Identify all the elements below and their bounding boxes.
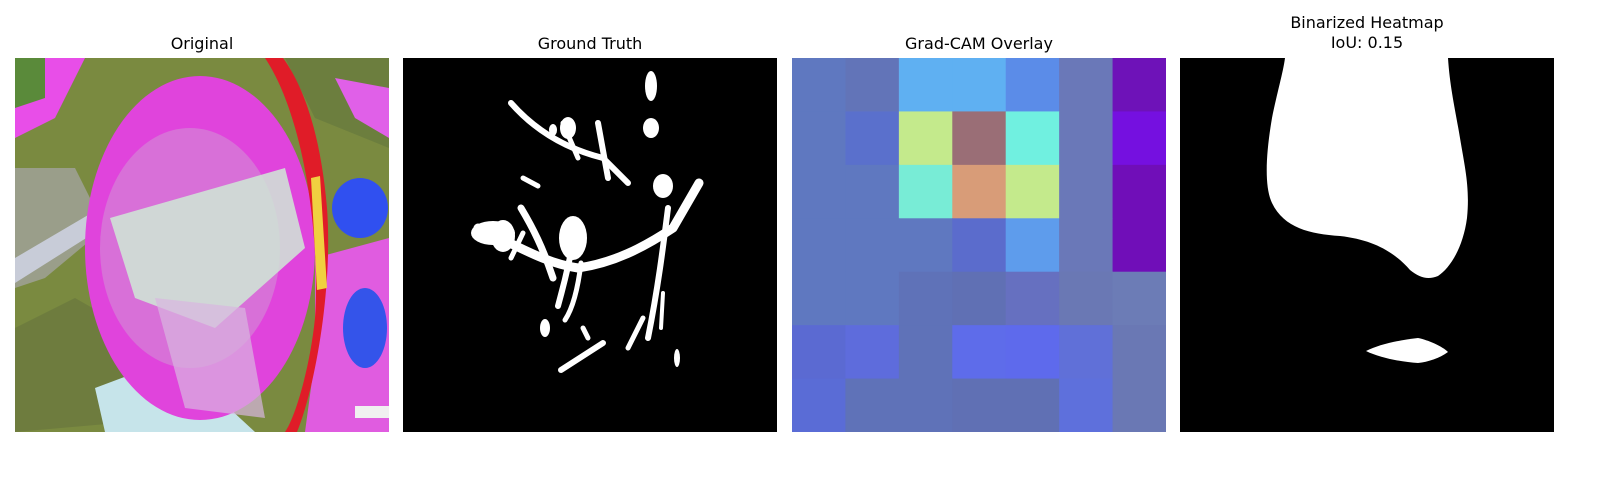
heatmap-cell xyxy=(898,164,953,219)
heatmap-cell xyxy=(898,271,953,326)
heatmap-cell xyxy=(792,271,846,326)
heatmap-cell xyxy=(845,218,900,273)
heatmap-cell xyxy=(952,58,1007,112)
panel-title-binarized-heatmap: Binarized Heatmap IoU: 0.15 xyxy=(1180,13,1554,53)
heatmap-cell xyxy=(1005,378,1060,432)
heatmap-cell xyxy=(1059,218,1114,273)
heatmap-cell xyxy=(845,378,900,432)
heatmap-cell xyxy=(1112,325,1166,380)
panel-title-original: Original xyxy=(170,34,234,53)
binarized-heatmap-image xyxy=(1180,58,1554,432)
heatmap-cell xyxy=(845,58,900,112)
heatmap-cell xyxy=(1112,58,1166,112)
panel-title-gradcam-overlay: Grad-CAM Overlay xyxy=(905,34,1053,53)
binarized-heatmap-title: Binarized Heatmap xyxy=(1290,13,1444,32)
original-image xyxy=(15,58,389,432)
heatmap-cell xyxy=(1005,218,1060,273)
heatmap-cell xyxy=(1112,271,1166,326)
heatmap-cell xyxy=(1059,58,1114,112)
heatmap-cell xyxy=(1059,325,1114,380)
heatmap-cell xyxy=(1112,218,1166,273)
heatmap-cell xyxy=(1112,378,1166,432)
heatmap-cell xyxy=(845,271,900,326)
heatmap-cell xyxy=(898,378,953,432)
heatmap-cell xyxy=(898,58,953,112)
heatmap-cell xyxy=(952,218,1007,273)
heatmap-cell xyxy=(952,378,1007,432)
heatmap-cell xyxy=(792,218,846,273)
heatmap-cell xyxy=(898,325,953,380)
heatmap-cell xyxy=(1112,164,1166,219)
heatmap-cell xyxy=(1112,111,1166,166)
heatmap-cell xyxy=(1059,271,1114,326)
heatmap-cell xyxy=(1005,111,1060,166)
heatmap-cell xyxy=(845,111,900,166)
heatmap-cell xyxy=(792,111,846,166)
heatmap-cell xyxy=(845,164,900,219)
heatmap-cell xyxy=(792,164,846,219)
heatmap-cell xyxy=(1059,378,1114,432)
heatmap-cell xyxy=(792,325,846,380)
ground-truth-mask xyxy=(403,58,777,432)
heatmap-cell xyxy=(952,164,1007,219)
heatmap-cell xyxy=(845,325,900,380)
heatmap-cell xyxy=(1005,325,1060,380)
heatmap-cell xyxy=(792,378,846,432)
heatmap-cell xyxy=(1059,111,1114,166)
heatmap-cell xyxy=(1005,58,1060,112)
gradcam-overlay-image xyxy=(792,58,1166,432)
heatmap-cell xyxy=(1005,271,1060,326)
panel-title-ground-truth: Ground Truth xyxy=(537,34,643,53)
heatmap-cell xyxy=(1005,164,1060,219)
heatmap-cell xyxy=(792,58,846,112)
heatmap-cell xyxy=(1059,164,1114,219)
heatmap-cell xyxy=(898,111,953,166)
iou-score: IoU: 0.15 xyxy=(1330,33,1404,52)
heatmap-cell xyxy=(898,218,953,273)
heatmap-cell xyxy=(952,111,1007,166)
heatmap-cell xyxy=(952,271,1007,326)
heatmap-cell xyxy=(952,325,1007,380)
